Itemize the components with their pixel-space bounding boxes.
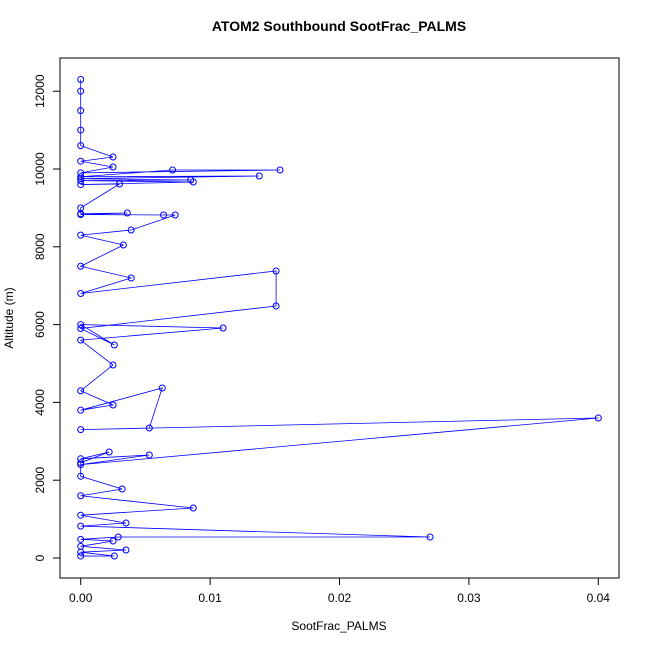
plot-frame	[59, 57, 620, 579]
point	[77, 321, 85, 329]
point	[77, 107, 85, 115]
y-tick-label: 4000	[33, 389, 47, 416]
point	[169, 166, 177, 174]
point	[77, 157, 85, 165]
point	[77, 126, 85, 134]
point	[145, 451, 153, 459]
point	[105, 448, 113, 456]
point	[187, 176, 195, 184]
y-tick-label: 6000	[33, 311, 47, 338]
point	[255, 172, 263, 180]
point	[594, 414, 602, 422]
point	[119, 241, 127, 249]
point	[77, 169, 85, 177]
point	[77, 173, 85, 181]
point	[77, 87, 85, 95]
point	[77, 472, 85, 480]
point	[109, 401, 117, 409]
point	[77, 511, 85, 519]
point	[77, 461, 85, 469]
point	[272, 302, 280, 310]
point	[77, 336, 85, 344]
x-tick-label: 0.01	[198, 591, 222, 605]
point	[77, 76, 85, 84]
point	[77, 492, 85, 500]
point	[426, 533, 434, 541]
point	[77, 289, 85, 297]
y-tick-label: 8000	[33, 233, 47, 260]
point	[109, 153, 117, 161]
point	[77, 324, 85, 332]
y-tick-label: 10000	[33, 152, 47, 186]
point	[189, 504, 197, 512]
point	[109, 361, 117, 369]
point	[77, 387, 85, 395]
point	[109, 537, 117, 545]
x-tick-label: 0.02	[328, 591, 352, 605]
point	[77, 535, 85, 543]
point	[114, 533, 122, 541]
x-axis-label: SootFrac_PALMS	[291, 619, 386, 633]
point	[77, 459, 85, 467]
point	[122, 519, 130, 527]
point	[77, 177, 85, 185]
point	[160, 211, 168, 219]
point	[158, 384, 166, 392]
point	[272, 267, 280, 275]
point	[77, 522, 85, 530]
x-tick-label: 0.03	[457, 591, 481, 605]
point	[219, 324, 227, 332]
y-tick-label: 12000	[33, 74, 47, 108]
series-line	[79, 79, 599, 557]
point	[77, 426, 85, 434]
point	[77, 204, 85, 212]
y-axis-label: Altitude (m)	[2, 287, 16, 348]
x-tick-label: 0.00	[69, 591, 93, 605]
y-tick-label: 2000	[33, 467, 47, 494]
point	[110, 341, 118, 349]
chart-title: ATOM2 Southbound SootFrac_PALMS	[212, 18, 466, 34]
point	[77, 542, 85, 550]
point	[77, 262, 85, 270]
point	[77, 552, 85, 560]
y-tick-label: 0	[33, 554, 47, 561]
point	[109, 163, 117, 171]
point	[276, 166, 284, 174]
x-tick-label: 0.04	[587, 591, 611, 605]
point	[77, 406, 85, 414]
point	[118, 485, 126, 493]
point	[116, 180, 124, 188]
point	[145, 424, 153, 432]
point	[171, 211, 179, 219]
point	[110, 552, 118, 560]
point	[127, 226, 135, 234]
point	[123, 209, 131, 217]
point	[77, 231, 85, 239]
point	[77, 142, 85, 150]
point	[122, 546, 130, 554]
point	[127, 274, 135, 282]
